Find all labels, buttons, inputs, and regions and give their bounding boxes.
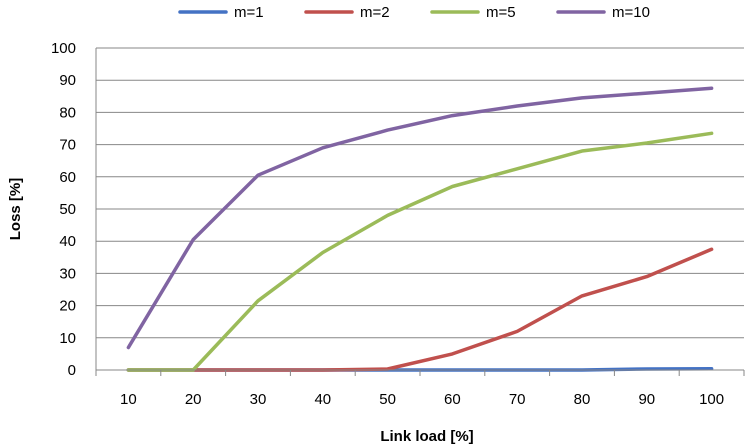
x-tick-label-90: 90 xyxy=(638,391,655,408)
legend-label-m-2: m=2 xyxy=(360,4,390,21)
x-tick-label-60: 60 xyxy=(444,391,461,408)
x-axis-title: Link load [%] xyxy=(380,428,473,445)
series-lines xyxy=(126,86,714,372)
y-tick-label-90: 90 xyxy=(59,72,76,89)
x-tick-label-70: 70 xyxy=(509,391,526,408)
x-tick-label-50: 50 xyxy=(379,391,396,408)
series-line-m-2 xyxy=(126,247,714,372)
y-axis-title: Loss [%] xyxy=(7,178,24,241)
legend-label-m-10: m=10 xyxy=(612,4,650,21)
y-tick-label-30: 30 xyxy=(59,265,76,282)
legend-label-m-1: m=1 xyxy=(234,4,264,21)
x-tick-label-20: 20 xyxy=(185,391,202,408)
y-tick-label-20: 20 xyxy=(59,298,76,315)
x-tick-label-10: 10 xyxy=(120,391,137,408)
series-line-m-5 xyxy=(126,131,714,372)
legend: m=1 m=2 m=5 m=10 xyxy=(178,4,650,21)
y-tick-label-80: 80 xyxy=(59,104,76,121)
x-tick-label-40: 40 xyxy=(314,391,331,408)
y-tick-label-70: 70 xyxy=(59,137,76,154)
legend-label-m-5: m=5 xyxy=(486,4,516,21)
y-tick-label-50: 50 xyxy=(59,201,76,218)
y-tick-label-10: 10 xyxy=(59,330,76,347)
axes: 0 10 20 30 40 50 60 70 80 90 100 10 20 30 40 50 60 70 80 90… xyxy=(51,40,745,408)
x-tick-label-30: 30 xyxy=(250,391,267,408)
gridlines xyxy=(96,47,744,339)
y-tick-label-60: 60 xyxy=(59,169,76,186)
y-tick-label-0: 0 xyxy=(68,362,76,379)
series-line-m-10 xyxy=(126,86,714,350)
x-tick-label-100: 100 xyxy=(699,391,724,408)
x-tick-label-80: 80 xyxy=(574,391,591,408)
y-tick-label-40: 40 xyxy=(59,233,76,250)
y-tick-label-100: 100 xyxy=(51,40,76,57)
